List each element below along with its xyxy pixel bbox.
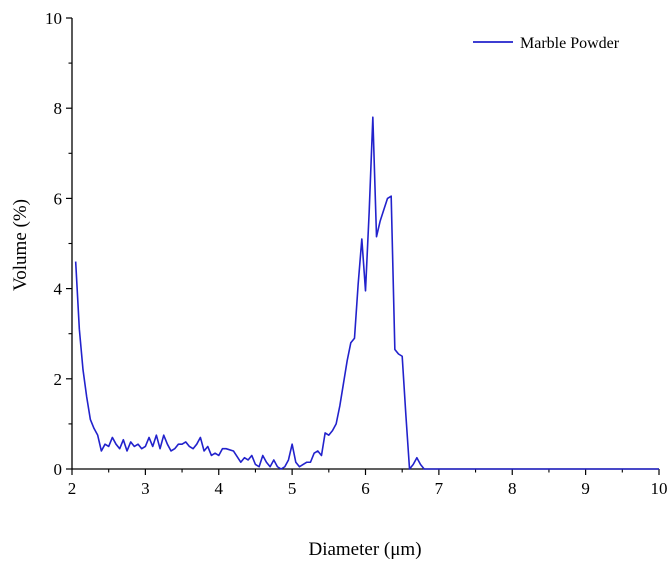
x-tick-label: 5 [288, 479, 297, 498]
y-tick-label: 10 [45, 9, 62, 28]
legend-label-marble-powder: Marble Powder [520, 35, 620, 52]
x-tick-label: 7 [435, 479, 444, 498]
series-line-marble-powder [74, 116, 659, 470]
x-tick-label: 10 [651, 479, 668, 498]
y-tick-label: 0 [54, 460, 63, 479]
axis-ticks [66, 17, 660, 475]
series-layer [74, 116, 659, 470]
x-axis-label: Diameter (μm) [308, 539, 421, 560]
y-tick-label: 4 [54, 280, 63, 299]
x-tick-labels: 2 3 4 5 6 7 8 9 10 [68, 479, 668, 498]
y-tick-labels: 0 2 4 6 8 10 [45, 9, 63, 479]
y-tick-label: 6 [54, 189, 63, 208]
x-tick-label: 4 [215, 479, 224, 498]
y-tick-label: 8 [54, 99, 63, 118]
x-tick-label: 3 [141, 479, 150, 498]
y-axis-label: Volume (%) [10, 199, 31, 291]
x-tick-label: 9 [581, 479, 590, 498]
legend: Marble Powder [473, 35, 620, 52]
y-tick-label: 2 [54, 370, 63, 389]
x-tick-label: 8 [508, 479, 517, 498]
plot-frame [71, 18, 659, 470]
x-tick-label: 6 [361, 479, 370, 498]
x-tick-label: 2 [68, 479, 77, 498]
